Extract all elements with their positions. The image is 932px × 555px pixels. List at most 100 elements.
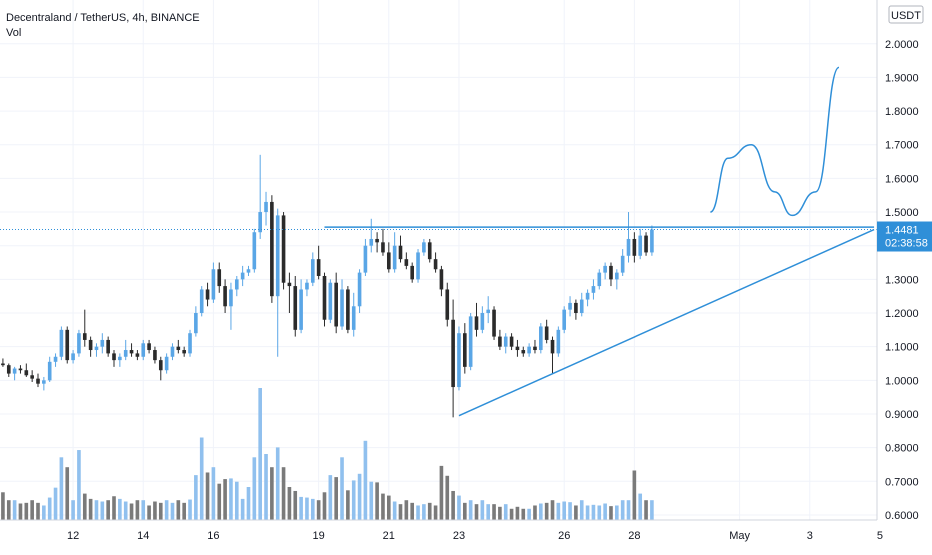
price-tick-label-14: 0.6000 — [885, 510, 919, 522]
volume-bar-53 — [310, 498, 315, 520]
candle-95 — [556, 326, 561, 357]
candle-0 — [1, 358, 5, 367]
candle-body-31 — [182, 350, 186, 354]
candle-1 — [6, 363, 11, 377]
price-tick-label-4: 1.6000 — [885, 173, 919, 185]
candle-body-27 — [158, 360, 163, 371]
volume-bar-35 — [205, 472, 210, 520]
candle-countdown: 02:38:58 — [885, 238, 928, 250]
candle-body-95 — [556, 329, 561, 354]
candle-body-100 — [585, 292, 590, 300]
volume-bar-41 — [240, 498, 245, 520]
candle-body-78 — [457, 333, 461, 388]
candle-74 — [433, 252, 438, 273]
drawings[interactable] — [0, 66, 877, 417]
time-tick-label-4: 21 — [383, 530, 395, 542]
drawing-projected-path — [709, 66, 840, 217]
candle-body-54 — [316, 259, 321, 276]
symbol-legend[interactable]: Decentraland / TetherUS, 4h, BINANCE — [6, 12, 200, 24]
candle-body-2 — [12, 368, 17, 374]
candle-body-39 — [229, 289, 233, 307]
candle-65 — [381, 228, 385, 256]
candle-14 — [82, 309, 87, 347]
volume-bar-91 — [533, 505, 537, 520]
volume-bar-40 — [234, 481, 239, 520]
price-tick-label-10: 1.0000 — [885, 375, 919, 387]
candle-77 — [451, 299, 455, 418]
candle-45 — [264, 191, 268, 226]
candle-89 — [521, 346, 526, 357]
candle-54 — [316, 245, 321, 280]
candle-57 — [334, 272, 338, 334]
candle-9 — [53, 353, 58, 367]
candles — [1, 154, 654, 418]
candle-96 — [562, 306, 567, 334]
volume-bar-8 — [47, 497, 52, 520]
candle-61 — [357, 269, 362, 314]
candle-58 — [340, 279, 344, 330]
currency-badge[interactable]: USDT — [888, 5, 924, 24]
candle-60 — [351, 292, 356, 337]
candle-body-33 — [194, 313, 198, 334]
candle-37 — [217, 262, 222, 293]
candle-110 — [644, 232, 648, 256]
candle-107 — [626, 212, 631, 263]
candle-103 — [603, 262, 607, 280]
volume-bar-85 — [498, 506, 502, 520]
candle-105 — [615, 269, 619, 290]
volume-bar-65 — [381, 493, 385, 520]
drawing-rising-trendline — [458, 228, 875, 417]
candle-body-6 — [36, 378, 40, 384]
candle-body-81 — [474, 316, 479, 330]
candle-body-104 — [609, 265, 613, 280]
candle-23 — [135, 350, 140, 361]
candle-66 — [386, 242, 391, 273]
candle-31 — [182, 346, 186, 357]
candle-body-32 — [188, 333, 192, 354]
candle-body-63 — [369, 238, 374, 246]
volume-bar-18 — [106, 500, 110, 520]
volume-bar-81 — [474, 504, 479, 520]
candle-body-43 — [252, 232, 257, 270]
candle-body-40 — [234, 279, 239, 290]
price-tick-label-5: 1.5000 — [885, 207, 919, 219]
volume-bar-2 — [12, 500, 17, 520]
candle-85 — [498, 329, 502, 351]
volume-legend[interactable]: Vol — [6, 27, 22, 39]
volume-bar-56 — [328, 475, 333, 520]
candle-70 — [410, 262, 415, 283]
volume-bar-36 — [211, 467, 216, 520]
volume-bar-87 — [509, 508, 514, 520]
candle-body-98 — [574, 302, 578, 314]
candle-42 — [246, 265, 251, 276]
volume-bar-79 — [462, 502, 467, 520]
candle-body-11 — [65, 329, 70, 361]
candle-body-29 — [170, 346, 175, 357]
candle-body-38 — [223, 286, 227, 307]
volume-bar-93 — [544, 502, 549, 520]
candle-90 — [527, 343, 531, 357]
candle-30 — [176, 339, 181, 354]
volume-bar-75 — [439, 465, 444, 520]
candle-99 — [579, 292, 584, 317]
volume-bar-69 — [404, 500, 409, 520]
volume-bar-27 — [158, 502, 163, 520]
volume-bar-45 — [264, 454, 268, 520]
candle-body-64 — [375, 238, 379, 243]
volume-bar-46 — [270, 467, 274, 520]
volume-bar-110 — [644, 500, 648, 520]
candle-body-47 — [275, 215, 280, 297]
candle-body-71 — [416, 252, 420, 280]
volume-bar-71 — [416, 505, 420, 520]
candle-body-18 — [106, 339, 110, 354]
candle-8 — [47, 356, 52, 383]
candle-body-105 — [615, 272, 619, 280]
candle-body-108 — [632, 238, 637, 256]
candle-body-24 — [141, 343, 146, 357]
candle-body-13 — [77, 333, 81, 354]
volume-bar-97 — [568, 502, 572, 520]
candle-18 — [106, 336, 110, 357]
candle-50 — [293, 275, 298, 337]
